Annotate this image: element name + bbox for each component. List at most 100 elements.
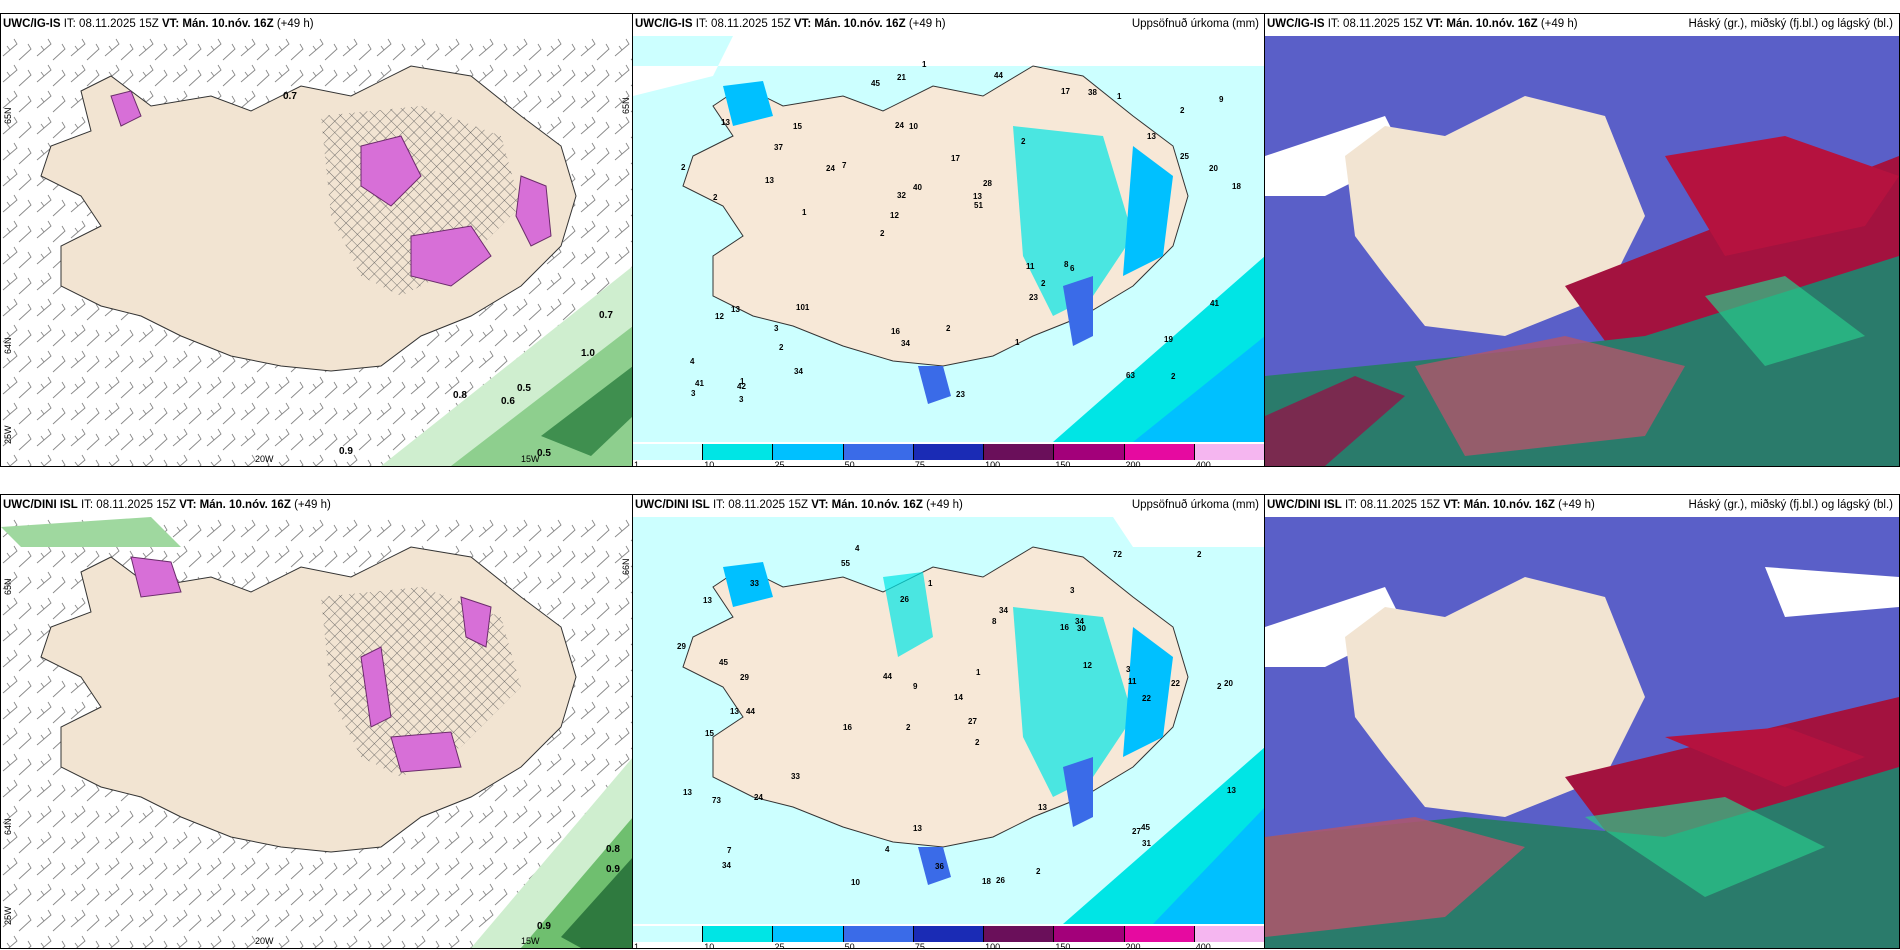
- precip-value-label: 101: [796, 303, 810, 312]
- precip-value-label: 63: [1126, 371, 1135, 380]
- svg-text:0.7: 0.7: [599, 310, 613, 321]
- precip-value-label: 2: [713, 193, 718, 202]
- product-title: Háský (gr.), miðský (fj.bl.) og lágský (…: [1688, 499, 1893, 511]
- precip-value-label: 20: [1224, 679, 1233, 688]
- precip-value-label: 17: [1061, 87, 1070, 96]
- precip-value-label: 1: [976, 668, 981, 677]
- colorbar-swatch: [984, 444, 1055, 460]
- precip-value-label: 13: [730, 707, 739, 716]
- precip-value-label: 20: [1209, 164, 1218, 173]
- precip-value-label: 41: [1210, 299, 1219, 308]
- precip-value-label: 13: [913, 824, 922, 833]
- precip-value-label: 18: [982, 877, 991, 886]
- colorbar-tick: 150: [1055, 460, 1071, 467]
- precip-value-label: 15: [705, 729, 714, 738]
- precip-value-label: 72: [1113, 550, 1122, 559]
- lat-label-65n: 65N: [3, 107, 13, 124]
- svg-text:0.9: 0.9: [606, 864, 620, 875]
- panel-header: UWC/IG-IS IT: 08.11.2025 15Z VT: Mán. 10…: [1267, 18, 1578, 30]
- colorbar-swatch: [773, 926, 844, 942]
- colorbar-tick: 25: [774, 460, 785, 467]
- precip-value-label: 25: [1180, 152, 1189, 161]
- precip-value-label: 13: [973, 192, 982, 201]
- precip-value-label: 2: [1197, 550, 1202, 559]
- precip-value-label: 29: [677, 642, 686, 651]
- precip-value-label: 23: [956, 390, 965, 399]
- product-title: Háský (gr.), miðský (fj.bl.) og lágský (…: [1688, 18, 1893, 30]
- lat-label-65n-right: 65N: [621, 97, 631, 114]
- precip-value-label: 27: [1132, 827, 1141, 836]
- colorbar-tick: 200: [1125, 942, 1141, 949]
- precip-value-label: 2: [880, 229, 885, 238]
- precip-value-label: 21: [897, 73, 906, 82]
- precip-value-label: 30: [1077, 624, 1086, 633]
- svg-text:0.5: 0.5: [537, 448, 551, 459]
- precip-value-label: 16: [843, 723, 852, 732]
- svg-text:0.7: 0.7: [283, 91, 297, 102]
- precip-value-label: 44: [883, 672, 892, 681]
- colorbar-tick: 10: [704, 460, 715, 467]
- precip-value-label: 24: [754, 793, 763, 802]
- precip-value-label: 22: [1142, 694, 1151, 703]
- colorbar-swatch: [1194, 926, 1265, 942]
- precip-value-label: 10: [909, 122, 918, 131]
- svg-text:1.0: 1.0: [581, 348, 595, 359]
- panel-header: UWC/DINI ISL IT: 08.11.2025 15Z VT: Mán.…: [635, 499, 963, 511]
- panel-header: UWC/DINI ISL IT: 08.11.2025 15Z VT: Mán.…: [3, 499, 331, 511]
- precip-value-label: 3: [739, 395, 744, 404]
- precip-value-label: 12: [715, 312, 724, 321]
- product-title: Uppsöfnuð úrkoma (mm): [1131, 18, 1259, 30]
- colorbar-tick: 1: [634, 942, 640, 949]
- precip-value-label: 44: [746, 707, 755, 716]
- lon-label-20w: 20W: [255, 454, 274, 464]
- panel-ig-clouds: UWC/IG-IS IT: 08.11.2025 15Z VT: Mán. 10…: [1264, 13, 1900, 467]
- precip-value-label: 23: [1029, 293, 1038, 302]
- colorbar-swatch: [984, 926, 1055, 942]
- precip-value-label: 1: [740, 377, 745, 386]
- colorbar-swatch: [1054, 926, 1125, 942]
- colorbar-swatch: [913, 444, 985, 460]
- precip-value-label: 12: [1083, 661, 1092, 670]
- colorbar-tick: 1: [634, 460, 640, 467]
- colorbar-tick: 25: [774, 942, 785, 949]
- colorbar-swatch: [633, 926, 704, 942]
- precip-value-label: 38: [1088, 88, 1097, 97]
- panel-header: UWC/IG-IS IT: 08.11.2025 15Z VT: Mán. 10…: [635, 18, 946, 30]
- precip-value-label: 7: [727, 846, 732, 855]
- precip-value-label: 2: [779, 343, 784, 352]
- precip-value-label: 9: [1219, 95, 1224, 104]
- precip-value-label: 24: [826, 164, 835, 173]
- precip-value-label: 16: [891, 327, 900, 336]
- svg-text:0.8: 0.8: [606, 844, 620, 855]
- precip-value-label: 34: [999, 606, 1008, 615]
- precip-value-label: 17: [951, 154, 960, 163]
- precip-value-label: 41: [695, 379, 704, 388]
- precip-value-label: 4: [885, 845, 890, 854]
- precip-value-label: 26: [996, 876, 1005, 885]
- colorbar-swatch: [1054, 444, 1125, 460]
- precip-value-label: 13: [683, 788, 692, 797]
- precip-value-label: 13: [721, 118, 730, 127]
- precip-value-label: 10: [851, 878, 860, 887]
- precip-value-label: 45: [719, 658, 728, 667]
- precip-value-label: 2: [681, 163, 686, 172]
- panel-header: UWC/IG-IS IT: 08.11.2025 15Z VT: Mán. 10…: [3, 18, 314, 30]
- precip-value-label: 18: [1232, 182, 1241, 191]
- precip-value-label: 2: [946, 324, 951, 333]
- panel-dini-precip: 4 3 2 2 2 44 13 16 15 8 14 34 55 16 18 26 13 72 12 33 29 13 20…: [632, 494, 1266, 949]
- precip-value-label: 2: [1021, 137, 1026, 146]
- precip-value-label: 1: [802, 208, 807, 217]
- precip-value-label: 37: [774, 143, 783, 152]
- precip-value-label: 1: [922, 60, 927, 69]
- precip-value-label: 1: [928, 579, 933, 588]
- colorbar-tick: 100: [985, 942, 1001, 949]
- lon-label-20w: 20W: [255, 936, 274, 946]
- colorbar-tick: 75: [914, 460, 925, 467]
- precip-value-label: 3: [1126, 665, 1131, 674]
- precip-value-label: 45: [1141, 823, 1150, 832]
- precip-value-label: 2: [975, 738, 980, 747]
- precip-value-label: 44: [994, 71, 1003, 80]
- cloud-layers-map: [1265, 517, 1899, 948]
- product-title: Uppsöfnuð úrkoma (mm): [1131, 499, 1259, 511]
